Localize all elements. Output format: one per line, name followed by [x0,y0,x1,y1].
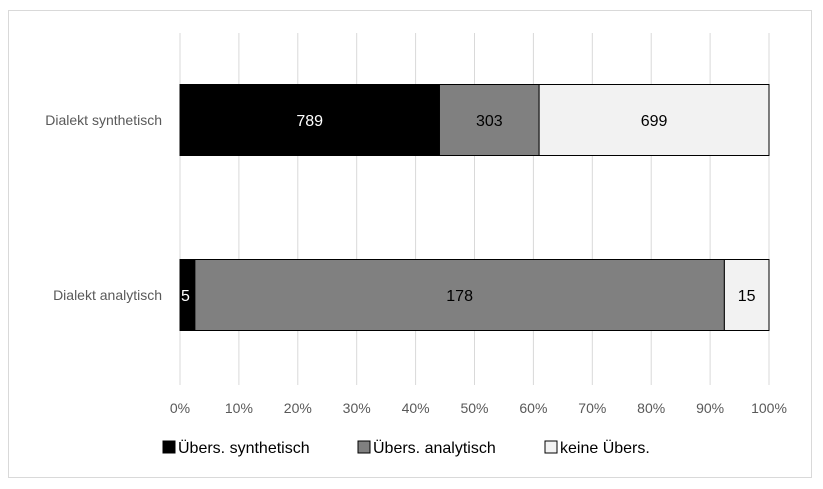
tick-label: 0% [170,400,190,416]
tick-label: 20% [284,400,312,416]
category-labels: Dialekt synthetisch Dialekt analytisch [45,112,162,303]
data-label: 178 [446,288,473,305]
data-label: 5 [181,288,190,305]
bar-segment [438,84,540,156]
legend-swatch [162,440,176,454]
legend-swatch [544,440,558,454]
bar-segments: 789 303 699 5 178 15 [179,84,770,331]
legend-label: keine Übers. [560,439,650,457]
legend-label: Übers. synthetisch [178,439,310,457]
legend: Übers. synthetisch Übers. analytisch keine… [162,439,650,457]
tick-label: 30% [343,400,371,416]
tick-label: 10% [225,400,253,416]
legend-label: Übers. analytisch [373,439,496,457]
legend-swatch [357,440,371,454]
tick-label: 70% [578,400,606,416]
category-label: Dialekt synthetisch [45,112,162,128]
data-label: 303 [476,113,503,130]
data-label: 789 [296,113,323,130]
tick-label: 80% [637,400,665,416]
data-label: 699 [641,113,668,130]
x-axis-ticks: 0% 10% 20% 30% 40% 50% 60% 70% 80% 90% 100% [170,400,787,416]
category-label: Dialekt analytisch [53,287,162,303]
bar-segment [538,84,770,156]
tick-label: 50% [460,400,488,416]
tick-label: 90% [696,400,724,416]
tick-label: 40% [402,400,430,416]
bar-segment [179,84,440,156]
data-label: 15 [738,288,756,305]
bar-segment [194,259,725,331]
bar-segment [723,259,770,331]
tick-label: 60% [519,400,547,416]
tick-label: 100% [751,400,787,416]
